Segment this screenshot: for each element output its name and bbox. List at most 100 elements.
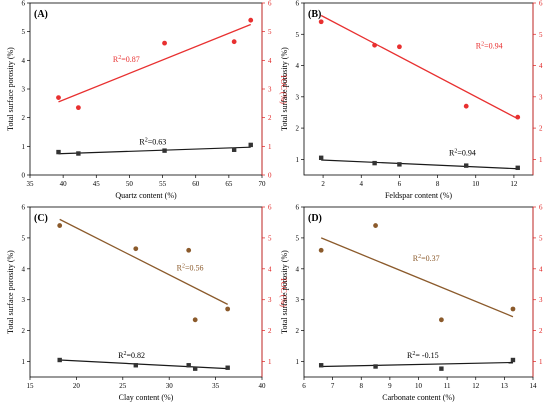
x-tick-label: 2 (321, 180, 325, 188)
porosity-point (57, 357, 62, 363)
y-left-tick-label: 5 (22, 234, 26, 242)
y-left-axis-title: Total surface porosity (%) (280, 47, 289, 131)
y-right-tick-label: 5 (268, 234, 272, 242)
y-right-tick-label: 1 (539, 358, 543, 366)
porosity-point (56, 149, 61, 155)
toc-point (510, 306, 516, 312)
porosity-fit-line (58, 146, 251, 155)
porosity-r2-label: R2=0.94 (449, 149, 476, 158)
porosity-fit-line (59, 359, 228, 370)
x-tick-label: 10 (472, 180, 480, 188)
x-tick-label: 8 (360, 382, 364, 390)
x-tick-label: 60 (192, 180, 200, 188)
porosity-point (192, 366, 198, 371)
y-left-tick-label: 6 (296, 0, 300, 8)
x-tick-label: 6 (302, 382, 306, 390)
y-left-axis-title: Total surface porosity (%) (6, 250, 15, 334)
x-tick-label: 7 (331, 382, 335, 390)
toc-point (248, 17, 254, 23)
y-right-tick-label: 4 (539, 265, 543, 273)
x-axis-title: Carbonate content (%) (382, 393, 455, 402)
y-right-tick-label: 1 (268, 143, 272, 151)
y-right-tick-label: 5 (268, 28, 272, 36)
x-tick-label: 13 (501, 382, 509, 390)
toc-point (56, 95, 61, 100)
y-left-tick-label: 3 (22, 86, 26, 94)
porosity-point (248, 142, 253, 148)
toc-fit-line (59, 218, 228, 305)
porosity-point (231, 147, 237, 152)
x-axis-title: Clay content (%) (119, 393, 174, 402)
toc-r2-label: R2=0.37 (413, 254, 440, 263)
x-tick-label: 40 (259, 382, 267, 390)
toc-point (75, 105, 81, 111)
x-axis-title: Feldspar content (%) (385, 191, 452, 200)
toc-point (373, 223, 378, 228)
porosity-point (439, 366, 444, 371)
toc-point (397, 44, 402, 50)
x-tick-label: 25 (119, 382, 127, 390)
porosity-point (510, 357, 516, 363)
x-tick-label: 55 (159, 180, 167, 188)
toc-point (231, 39, 237, 45)
y-right-tick-label: 0 (268, 172, 272, 180)
toc-point (225, 306, 231, 312)
toc-point (57, 223, 63, 228)
porosity-r2-label: R2=0.82 (118, 351, 145, 360)
toc-point (186, 247, 192, 253)
porosity-point (372, 160, 377, 166)
x-tick-label: 10 (415, 382, 423, 390)
toc-r2-label: R2=0.56 (177, 263, 204, 272)
toc-r2-label: R2=0.87 (113, 55, 140, 64)
y-left-tick-label: 4 (22, 57, 26, 65)
y-right-tick-label: 2 (268, 327, 272, 335)
porosity-fit-line (321, 361, 513, 368)
y-right-tick-label: 3 (539, 93, 543, 101)
toc-point (372, 42, 378, 48)
toc-point (318, 247, 324, 253)
porosity-point (162, 148, 167, 153)
y-left-tick-label: 3 (296, 93, 300, 101)
y-right-tick-label: 6 (539, 204, 543, 212)
x-tick-label: 35 (27, 180, 35, 188)
x-tick-label: 65 (225, 180, 233, 188)
x-tick-label: 20 (73, 382, 81, 390)
y-left-tick-label: 4 (296, 265, 300, 273)
x-axis-title: Quartz content (%) (115, 191, 177, 200)
y-right-tick-label: 5 (539, 31, 543, 39)
y-left-tick-label: 1 (22, 143, 26, 151)
porosity-point (318, 155, 324, 160)
x-tick-label: 8 (436, 180, 440, 188)
toc-point (515, 114, 521, 120)
porosity-point (464, 163, 469, 168)
porosity-point (373, 364, 378, 369)
x-tick-label: 12 (510, 180, 518, 188)
y-right-tick-label: 3 (539, 296, 543, 304)
x-tick-label: 40 (60, 180, 68, 188)
y-left-tick-label: 3 (296, 296, 300, 304)
porosity-point (318, 363, 324, 368)
panel-label: (B) (308, 9, 321, 20)
y-right-tick-label: 4 (539, 62, 543, 70)
toc-point (133, 246, 139, 252)
y-left-tick-label: 6 (296, 204, 300, 212)
porosity-point (76, 151, 81, 156)
x-tick-label: 35 (212, 382, 220, 390)
panel-label: (C) (34, 213, 48, 224)
panel-label: (D) (308, 213, 322, 224)
porosity-r2-label: R2=0.63 (139, 137, 166, 146)
toc-fit-line (58, 23, 251, 103)
chart-panel-2: 15 20 25 30 35 40 1 2 3 4 5 6 1 2 3 4 5 6 Clay content (%)… (6, 204, 288, 403)
y-left-tick-label: 5 (296, 234, 300, 242)
porosity-point (186, 363, 191, 368)
toc-r2-label: R2=0.94 (476, 41, 503, 50)
y-right-axis-title: TOC (%) (279, 74, 288, 104)
y-left-tick-label: 2 (22, 114, 26, 122)
y-right-tick-label: 1 (539, 156, 543, 164)
x-tick-label: 12 (472, 382, 480, 390)
y-left-tick-label: 2 (296, 327, 300, 335)
porosity-fit-line (321, 159, 518, 170)
porosity-point (515, 165, 520, 171)
